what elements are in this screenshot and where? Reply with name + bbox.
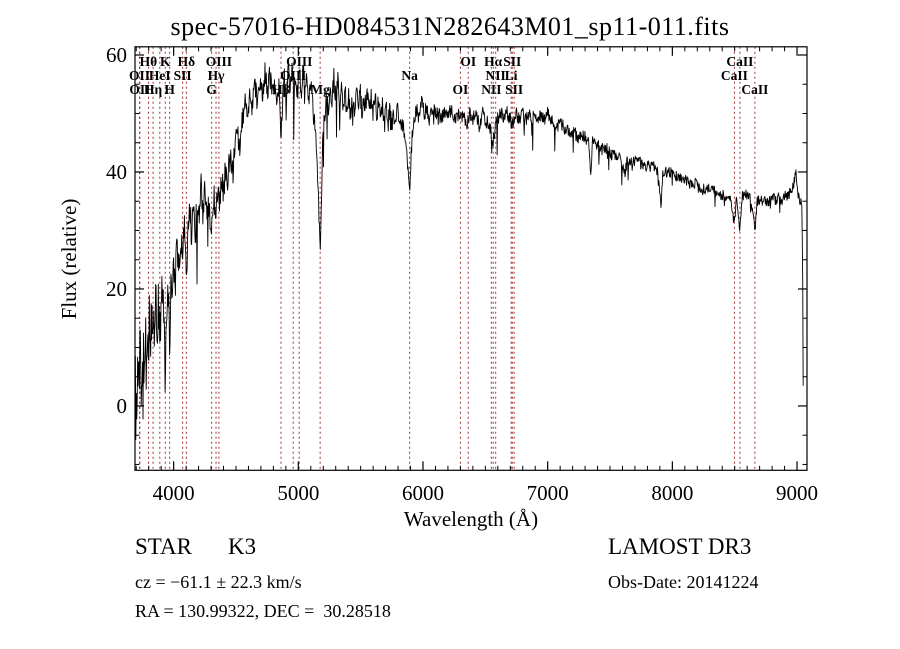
spectral-line-label: OIII [206,54,232,69]
spectral-line-label: H [164,82,175,97]
spectrum-curve [134,62,804,440]
x-axis-title: Wavelength (Å) [404,507,538,531]
spectral-line-label: OII [129,68,150,83]
spectral-line-label: NII [486,68,506,83]
spectral-line-label: CaII [741,82,768,97]
object-class-label: STAR K3 [135,534,256,560]
spectral-line-label: CaII [726,54,753,69]
survey-release-label: LAMOST DR3 [608,534,752,559]
x-tick-label: 5000 [277,481,319,505]
obs-date-label: Obs-Date: 20141224 [608,572,759,592]
spectral-line-label: Li [505,68,518,83]
spectral-line-label: Hγ [208,68,226,83]
spectral-line-label: CaII [721,68,748,83]
spectral-line-label: SII [505,82,523,97]
spectral-line-label: OI [453,82,469,97]
x-tick-label: 8000 [651,481,693,505]
y-tick-label: 60 [106,43,127,67]
spectral-line-label: OIII [286,54,312,69]
plot-title: spec-57016-HD084531N282643M01_sp11-011.f… [170,12,730,41]
spectral-line-label: SII [174,68,192,83]
subclass-value: K3 [227,534,257,559]
cz-velocity-label: cz = −61.1 ± 22.3 km/s [135,572,302,592]
y-axis-title: Flux (relative) [57,199,81,320]
spectral-line-label: NII [481,82,501,97]
spectral-line-label: SII [503,54,521,69]
spectral-line-label: Hη [144,82,163,97]
y-tick-label: 20 [106,277,127,301]
spectral-line-label: Na [401,68,418,83]
x-tick-label: 7000 [527,481,569,505]
class-value: STAR [135,534,192,559]
y-tick-label: 0 [117,394,128,418]
spectral-line-label: Hα [484,54,503,69]
plot-frame [134,46,808,471]
spectral-line-label: HeI [149,68,171,83]
x-tick-label: 9000 [776,481,818,505]
spectral-line-label: G [206,82,217,97]
spectral-line-label: Hθ [140,54,158,69]
spectral-line-label: K [160,54,171,69]
ra-dec-label: RA = 130.99322, DEC = 30.28518 [135,601,391,621]
x-tick-label: 6000 [402,481,444,505]
x-tick-label: 4000 [153,481,195,505]
spectral-line-label: OI [460,54,476,69]
spectral-line-label: Hδ [178,54,196,69]
spectral-line-label: Mg [310,82,330,97]
y-tick-label: 40 [106,160,127,184]
